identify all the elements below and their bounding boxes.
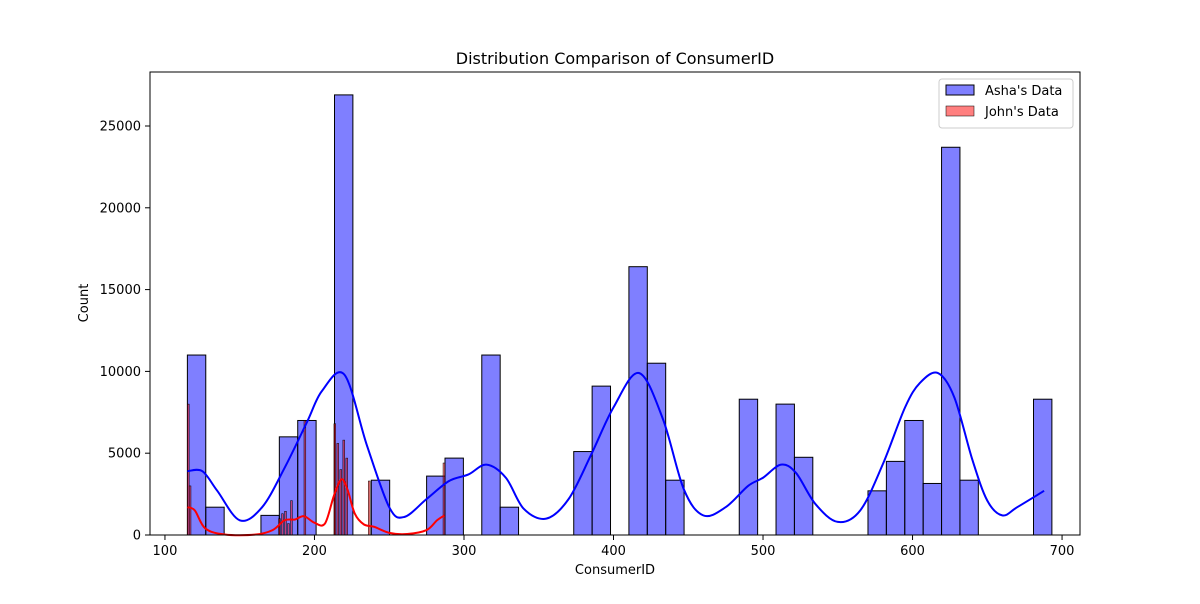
kde-line-asha: [187, 371, 1045, 524]
x-axis-ticks: 100 200 300 400 500 600 700: [153, 535, 1075, 559]
x-tick-label: 200: [302, 544, 327, 559]
hist-bar-asha-23: [941, 146, 961, 536]
hist-bar-asha-24: [959, 479, 979, 536]
hist-bar-asha-20: [885, 460, 906, 536]
y-tick-label: 25000: [100, 119, 141, 134]
y-tick-label: 15000: [100, 283, 141, 298]
hist-bar-john-14: [442, 462, 446, 536]
y-tick-label: 20000: [100, 201, 141, 216]
x-tick-label: 100: [153, 544, 178, 559]
hist-bar-john-2: [278, 518, 281, 536]
hist-bar-asha-16: [738, 398, 759, 536]
legend: Asha's Data John's Data: [938, 78, 1074, 129]
hist-bar-asha-22: [922, 482, 943, 536]
hist-bar-asha-25: [1033, 398, 1053, 536]
hist-bar-asha-8: [444, 457, 464, 536]
hist-bar-asha-15: [665, 479, 685, 536]
hist-bar-asha-11: [573, 451, 593, 536]
hist-bar-asha-19: [867, 490, 887, 536]
y-axis-label: Count: [77, 284, 92, 323]
legend-swatch-john: [945, 105, 975, 117]
hist-bar-john-3: [281, 513, 284, 536]
hist-bar-john-11: [342, 439, 345, 536]
hist-bar-john-1: [188, 485, 192, 536]
hist-bar-john-6: [290, 500, 293, 536]
hist-bar-asha-13: [628, 266, 648, 536]
x-axis-label: ConsumerID: [575, 563, 655, 578]
hist-bar-asha-12: [591, 385, 612, 536]
hist-bar-asha-21: [904, 419, 924, 536]
hist-bar-asha-9: [481, 354, 501, 536]
hist-bar-john-5: [287, 523, 290, 536]
y-tick-label: 5000: [108, 447, 141, 462]
hist-bar-john-8: [333, 423, 336, 536]
plot-frame: [149, 71, 1081, 536]
bars-layer: [186, 94, 1053, 536]
legend-swatch-asha: [945, 84, 975, 96]
x-tick-label: 700: [1050, 544, 1075, 559]
hist-bar-asha-10: [499, 506, 520, 536]
x-tick-label: 600: [900, 544, 925, 559]
x-tick-label: 500: [751, 544, 776, 559]
hist-bar-john-12: [345, 457, 348, 536]
hist-bar-john-0: [187, 403, 190, 536]
y-axis-ticks: 0 5000 10000 15000 20000 25000: [100, 119, 150, 544]
legend-label-john: John's Data: [984, 105, 1059, 120]
legend-label-asha: Asha's Data: [985, 84, 1062, 99]
hist-bar-john-4: [284, 511, 287, 536]
x-tick-label: 400: [601, 544, 626, 559]
y-tick-label: 0: [133, 529, 141, 544]
x-tick-label: 300: [452, 544, 477, 559]
y-tick-label: 10000: [100, 365, 141, 380]
chart-title: Distribution Comparison of ConsumerID: [456, 49, 774, 68]
